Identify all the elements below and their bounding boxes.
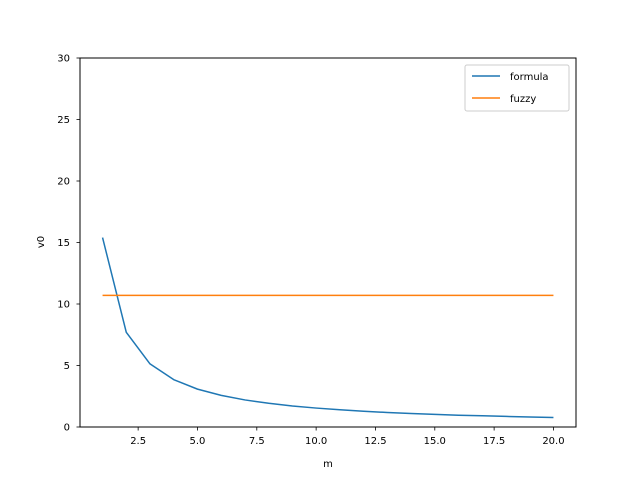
series-line-formula bbox=[101, 237, 554, 419]
x-tick-label: 2.5 bbox=[130, 436, 146, 447]
legend-label-fuzzy: fuzzy bbox=[510, 94, 536, 105]
y-tick-label: 5 bbox=[64, 361, 70, 372]
x-tick-label: 7.5 bbox=[249, 436, 265, 447]
legend-label-formula: formula bbox=[510, 72, 549, 83]
x-tick-label: 17.5 bbox=[483, 436, 505, 447]
x-tick-label: 12.5 bbox=[364, 436, 386, 447]
plot-area bbox=[80, 58, 576, 427]
series-layer bbox=[101, 237, 554, 419]
y-tick-label: 25 bbox=[57, 115, 70, 126]
y-tick-label: 10 bbox=[57, 300, 70, 311]
y-axis-ticks: 0 5 10 15 20 25 30 bbox=[57, 54, 80, 434]
x-axis-ticks: 2.5 5.0 7.5 10.0 12.5 15.0 17.5 20.0 bbox=[130, 427, 565, 447]
legend: formula fuzzy bbox=[464, 64, 570, 112]
x-tick-label: 20.0 bbox=[542, 436, 564, 447]
y-tick-label: 20 bbox=[57, 177, 70, 188]
x-tick-label: 5.0 bbox=[190, 436, 206, 447]
y-tick-label: 15 bbox=[57, 238, 70, 249]
x-axis-label: m bbox=[323, 459, 333, 470]
y-tick-label: 30 bbox=[57, 54, 70, 65]
y-axis-label: v0 bbox=[36, 236, 47, 248]
x-tick-label: 15.0 bbox=[424, 436, 446, 447]
y-tick-label: 0 bbox=[64, 423, 70, 434]
x-tick-label: 10.0 bbox=[305, 436, 327, 447]
